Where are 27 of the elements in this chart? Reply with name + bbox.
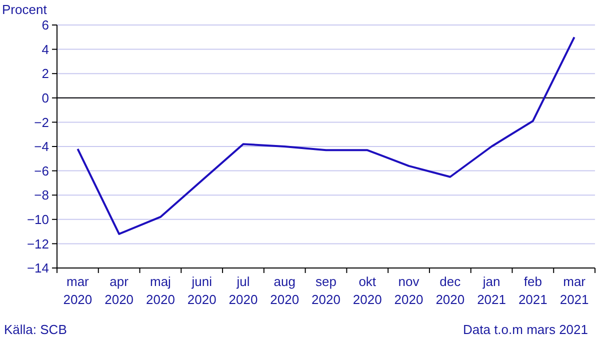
text: Data t.o.m mars 2021 — [463, 322, 588, 337]
x-tick-label: apr 2020 — [104, 274, 134, 307]
x-tick-label: dec 2020 — [436, 274, 465, 307]
y-tick-label: −6 — [34, 163, 49, 178]
y-tick-label: −12 — [26, 236, 49, 252]
y-tick-label: −10 — [26, 212, 49, 227]
x-tick-label: feb 2021 — [518, 274, 548, 307]
x-tick-label: mar 2020 — [63, 274, 92, 307]
y-tick-label: −8 — [34, 188, 49, 203]
text: Källa: SCB — [4, 322, 67, 337]
x-tick-label: jul 2020 — [228, 274, 258, 307]
y-tick-label: 6 — [42, 18, 49, 33]
y-axis-title: Procent — [2, 2, 48, 17]
y-tick-label: −4 — [34, 139, 49, 154]
x-tick-label: juni 2020 — [187, 274, 216, 307]
y-tick-label: −14 — [26, 260, 49, 276]
y-tick-label: 2 — [42, 66, 49, 82]
x-tick-label: maj 2020 — [146, 274, 175, 307]
x-tick-label: sep 2020 — [312, 274, 340, 307]
x-tick-label: mar 2021 — [560, 274, 589, 307]
y-tick-label: 4 — [42, 42, 49, 57]
y-tick-label: 0 — [42, 90, 49, 106]
x-tick-label: jan 2021 — [477, 274, 506, 307]
x-tick-label: nov 2020 — [394, 274, 424, 307]
x-tick-label: aug 2020 — [270, 274, 300, 307]
y-tick-label: −2 — [34, 114, 49, 130]
x-tick-label: okt 2020 — [352, 274, 382, 307]
